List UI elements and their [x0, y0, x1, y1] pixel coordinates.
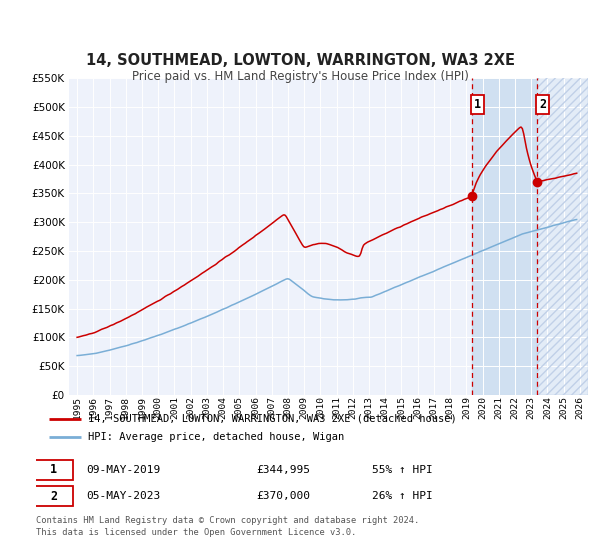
Text: 2: 2	[539, 98, 547, 111]
Bar	[472, 78, 537, 395]
Text: 09-MAY-2019: 09-MAY-2019	[86, 465, 160, 475]
Text: 05-MAY-2023: 05-MAY-2023	[86, 491, 160, 501]
FancyBboxPatch shape	[35, 460, 73, 480]
Bar	[537, 78, 588, 395]
Bar	[537, 78, 588, 395]
Text: Contains HM Land Registry data © Crown copyright and database right 2024.: Contains HM Land Registry data © Crown c…	[36, 516, 419, 525]
FancyBboxPatch shape	[35, 486, 73, 506]
Text: £344,995: £344,995	[257, 465, 311, 475]
Text: 2: 2	[50, 489, 58, 503]
Text: 26% ↑ HPI: 26% ↑ HPI	[372, 491, 433, 501]
Text: 14, SOUTHMEAD, LOWTON, WARRINGTON, WA3 2XE (detached house): 14, SOUTHMEAD, LOWTON, WARRINGTON, WA3 2…	[89, 414, 457, 423]
Text: 14, SOUTHMEAD, LOWTON, WARRINGTON, WA3 2XE: 14, SOUTHMEAD, LOWTON, WARRINGTON, WA3 2…	[86, 53, 515, 68]
Text: 1: 1	[50, 463, 58, 477]
Text: 55% ↑ HPI: 55% ↑ HPI	[372, 465, 433, 475]
Text: HPI: Average price, detached house, Wigan: HPI: Average price, detached house, Wiga…	[89, 432, 345, 442]
Text: This data is licensed under the Open Government Licence v3.0.: This data is licensed under the Open Gov…	[36, 529, 356, 538]
Text: Price paid vs. HM Land Registry's House Price Index (HPI): Price paid vs. HM Land Registry's House …	[131, 70, 469, 83]
Text: 1: 1	[475, 98, 481, 111]
Text: £370,000: £370,000	[257, 491, 311, 501]
